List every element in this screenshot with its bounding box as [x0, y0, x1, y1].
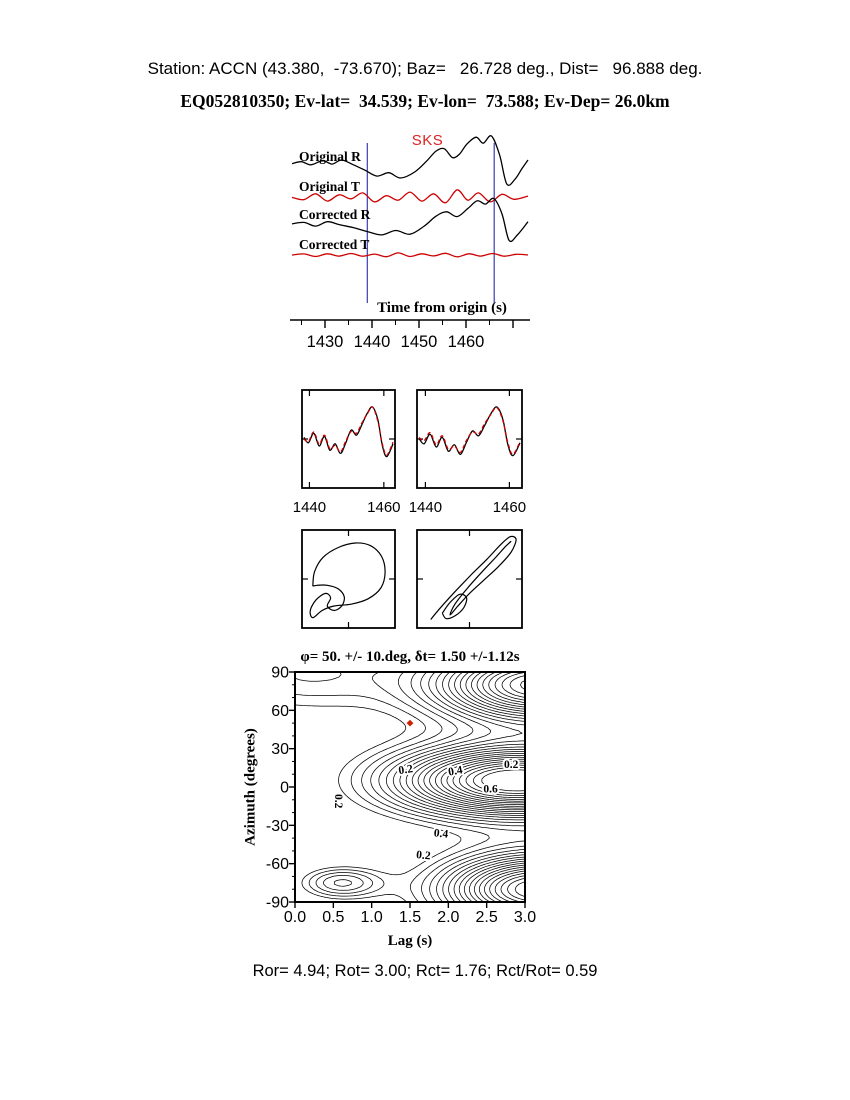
- trace-original-t: [291, 189, 529, 204]
- contour-value-label: 0.2: [398, 763, 414, 777]
- comparison-trace-slow: [418, 406, 521, 456]
- particle-motion-path: [441, 593, 468, 620]
- comparison-trace-fast: [418, 406, 521, 457]
- lag-tick-label: 0.5: [322, 909, 344, 926]
- comparison-tick-label: 1460: [367, 499, 400, 516]
- azimuth-tick-label: -30: [266, 818, 289, 835]
- lag-tick-label: 2.5: [476, 909, 498, 926]
- azimuth-tick-label: 0: [280, 780, 289, 797]
- comparison-tick-label: 1440: [409, 499, 442, 516]
- contour-lines: [294, 671, 526, 903]
- contour-value-label: 0.4: [433, 827, 449, 840]
- best-fit-marker: [406, 719, 414, 727]
- lag-tick-label: 0.0: [284, 909, 306, 926]
- trace-label-original-t: Original T: [299, 179, 360, 194]
- lag-tick-label: 1.5: [399, 909, 421, 926]
- waveform-x-axis-title: Time from origin (s): [377, 300, 507, 316]
- comparison-tick-label: 1440: [293, 499, 326, 516]
- trace-original-r: [291, 135, 529, 186]
- comparison-trace-slow: [303, 406, 394, 456]
- comparison-tick-label: 1460: [493, 499, 526, 516]
- azimuth-tick-label: 60: [271, 703, 289, 720]
- trace-label-original-r: Original R: [299, 149, 361, 164]
- azimuth-tick-label: -60: [266, 856, 289, 873]
- trace-label-corrected-t: Corrected T: [299, 237, 369, 252]
- particle-motion-box: [301, 529, 396, 629]
- quality-stats-line: Ror= 4.94; Rot= 3.00; Rct= 1.76; Rct/Rot…: [252, 962, 598, 980]
- splitting-result-title: φ= 50. +/- 10.deg, δt= 1.50 +/-1.12s: [300, 649, 520, 665]
- contour-value-label: 0.2: [332, 794, 344, 809]
- time-tick-label: 1430: [307, 333, 344, 351]
- lag-tick-label: 3.0: [514, 909, 536, 926]
- contour-x-axis-title: Lag (s): [387, 933, 433, 949]
- trace-corrected-t: [291, 252, 529, 258]
- lag-tick-label: 1.0: [361, 909, 383, 926]
- contour-value-label: 0.2: [416, 849, 432, 862]
- lag-tick-label: 2.0: [437, 909, 459, 926]
- particle-motion-path: [309, 542, 386, 619]
- time-tick-label: 1440: [354, 333, 391, 351]
- particle-motion-box: [416, 529, 523, 629]
- azimuth-tick-label: 30: [271, 741, 289, 758]
- time-tick-label: 1460: [448, 333, 485, 351]
- contour-value-label: 0.4: [447, 764, 463, 778]
- particle-motion-path: [430, 535, 517, 620]
- trace-corrected-r: [291, 197, 529, 243]
- azimuth-tick-label: -90: [266, 895, 289, 912]
- time-tick-label: 1450: [401, 333, 438, 351]
- station-info-line: Station: ACCN (43.380, -73.670); Baz= 26…: [147, 59, 703, 78]
- azimuth-tick-label: 90: [271, 665, 289, 682]
- phase-label: SKS: [411, 132, 444, 149]
- trace-label-corrected-r: Corrected R: [299, 207, 371, 222]
- event-info-line: EQ052810350; Ev-lat= 34.539; Ev-lon= 73.…: [180, 91, 670, 111]
- contour-value-label: 0.6: [483, 783, 498, 795]
- contour-value-label: 0.2: [504, 759, 519, 771]
